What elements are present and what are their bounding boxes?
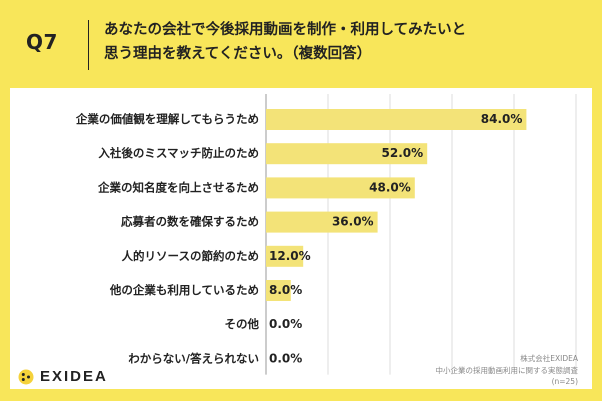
bar	[266, 280, 291, 301]
bar	[266, 109, 527, 130]
chart-panel: 企業の価値観を理解してもらうため 84.0% 入社後のミスマッチ防止のため 52.0%…	[10, 88, 592, 389]
value-label: 8.0%	[269, 283, 302, 297]
category-label: 企業の知名度を向上させるため	[97, 180, 259, 194]
value-label: 52.0%	[382, 146, 424, 160]
logo-mark-icon	[18, 369, 34, 384]
category-label: 人的リソースの節約のため	[122, 249, 259, 263]
category-label: 入社後のミスマッチ防止のため	[98, 146, 259, 160]
source-survey: 中小企業の採用動画利用に関する実態調査	[435, 365, 579, 375]
source-sample-size: (n=25)	[551, 377, 578, 386]
bar	[266, 143, 428, 165]
value-label: 12.0%	[269, 249, 311, 263]
source-company: 株式会社EXIDEA	[520, 354, 578, 363]
bar	[266, 211, 378, 233]
category-label: その他	[225, 317, 260, 331]
question-title: あなたの会社で今後採用動画を制作・利用してみたいと 思う理由を教えてください。（…	[104, 18, 584, 66]
bar	[266, 245, 304, 267]
company-logo: EXIDEA	[18, 368, 108, 385]
question-title-line-1: あなたの会社で今後採用動画を制作・利用してみたいと	[104, 22, 467, 38]
value-label: 48.0%	[369, 180, 411, 194]
source-note: 株式会社EXIDEA 中小企業の採用動画利用に関する実態調査 (n=25)	[436, 353, 579, 388]
category-label: 応募者の数を確保するため	[121, 215, 259, 229]
logo-text: EXIDEA	[40, 368, 108, 385]
bar	[266, 177, 415, 199]
value-label: 36.0%	[332, 215, 374, 229]
category-label: わからない/答えられない	[128, 351, 259, 365]
header-divider	[88, 20, 89, 70]
value-label: 84.0%	[481, 112, 523, 126]
category-label: 企業の価値観を理解してもらうため	[75, 112, 259, 126]
value-label: 0.0%	[269, 351, 302, 365]
value-label: 0.0%	[269, 317, 302, 331]
bar-chart: 企業の価値観を理解してもらうため 84.0% 入社後のミスマッチ防止のため 52.0%…	[75, 94, 577, 375]
category-label: 他の企業も利用しているため	[109, 283, 259, 297]
question-title-line-2: 思う理由を教えてください。（複数回答）	[104, 46, 372, 62]
question-number: Q7	[26, 30, 58, 54]
